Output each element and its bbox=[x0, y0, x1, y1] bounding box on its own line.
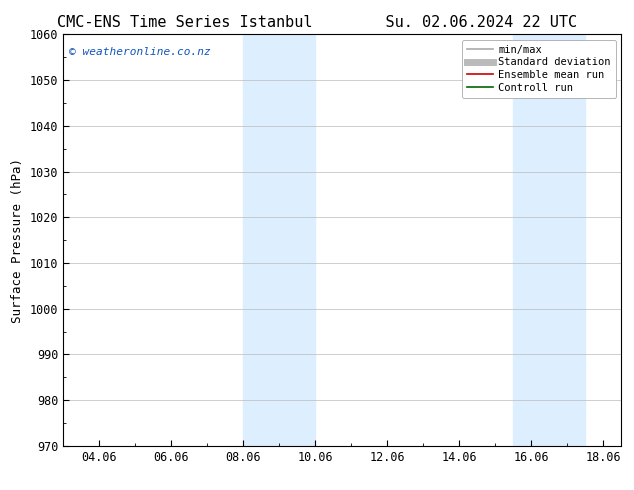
Legend: min/max, Standard deviation, Ensemble mean run, Controll run: min/max, Standard deviation, Ensemble me… bbox=[462, 40, 616, 98]
Y-axis label: Surface Pressure (hPa): Surface Pressure (hPa) bbox=[11, 158, 25, 322]
Bar bbox=[514, 34, 585, 446]
Text: © weatheronline.co.nz: © weatheronline.co.nz bbox=[69, 47, 210, 57]
Bar bbox=[243, 34, 315, 446]
Text: CMC-ENS Time Series Istanbul        Su. 02.06.2024 22 UTC: CMC-ENS Time Series Istanbul Su. 02.06.2… bbox=[57, 15, 577, 30]
